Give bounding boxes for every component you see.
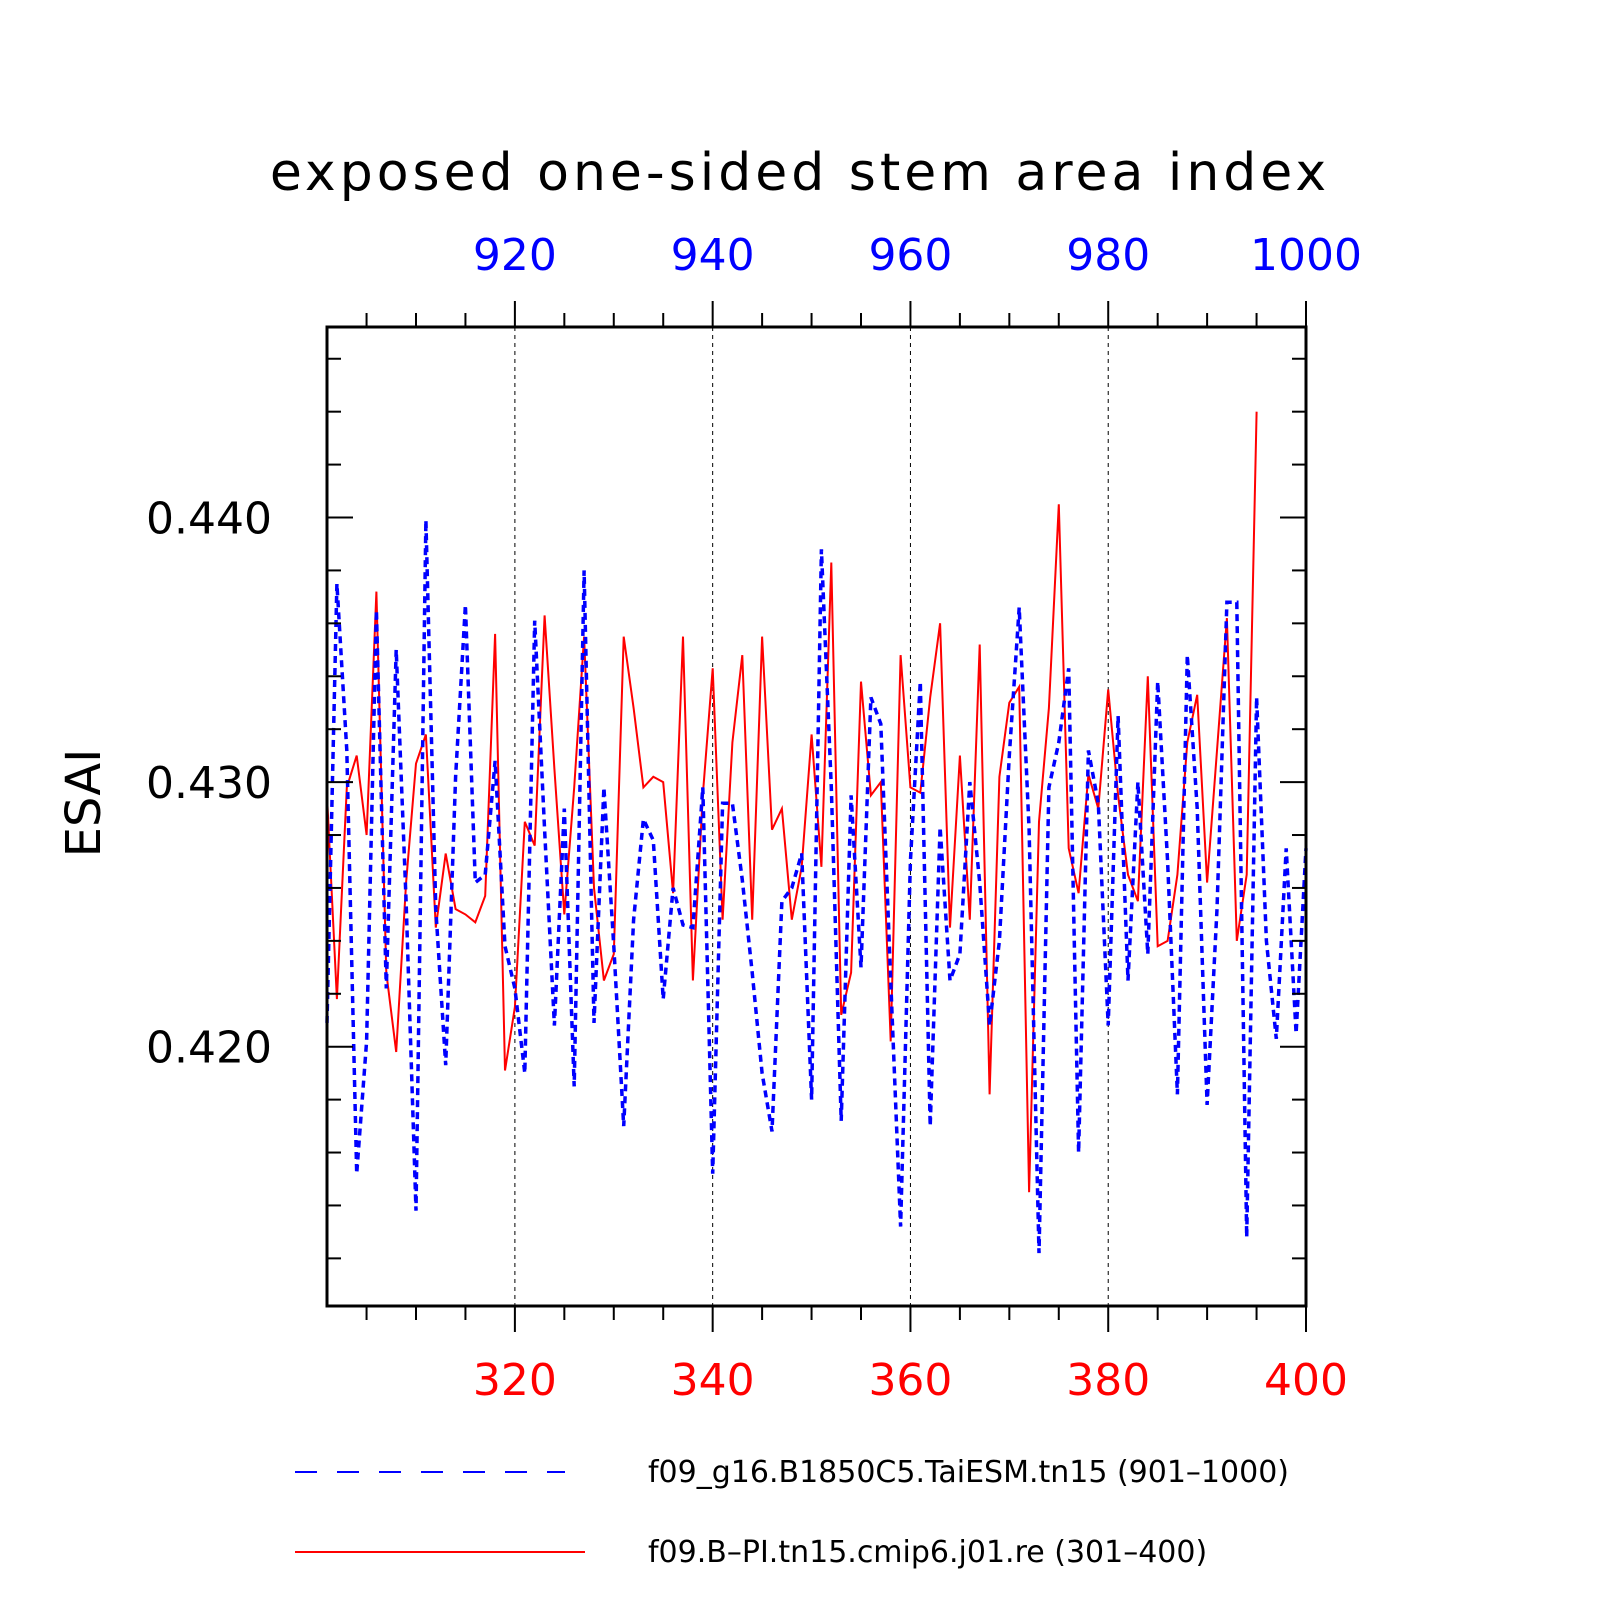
y-axis-label: ESAI: [56, 749, 112, 858]
legend-label-cmip6: f09.B–PI.tn15.cmip6.j01.re (301–400): [648, 1535, 1207, 1570]
top-tick-label-980: 980: [1066, 230, 1150, 281]
y-tick-label-0.430: 0.430: [146, 758, 272, 809]
bottom-tick-label-380: 380: [1066, 1355, 1150, 1406]
axes: [325, 301, 1308, 1332]
y-tick-label-0.440: 0.440: [146, 494, 272, 545]
series-line-taiesm: [325, 520, 1308, 1254]
chart-title: exposed one-sided stem area index: [270, 143, 1330, 203]
legend-label-taiesm: f09_g16.B1850C5.TaiESM.tn15 (901–1000): [648, 1455, 1289, 1490]
top-tick-label-1000: 1000: [1250, 230, 1362, 281]
legend: f09_g16.B1850C5.TaiESM.tn15 (901–1000) f…: [295, 1455, 1289, 1570]
plot-frame: [325, 325, 1308, 1308]
series-group: [325, 411, 1308, 1254]
grid-lines: [514, 327, 1109, 1306]
bottom-tick-label-340: 340: [671, 1355, 755, 1406]
bottom-tick-label-320: 320: [473, 1355, 557, 1406]
top-tick-label-940: 940: [671, 230, 755, 281]
bottom-tick-label-400: 400: [1264, 1355, 1348, 1406]
top-tick-label-920: 920: [473, 230, 557, 281]
series-line-cmip6: [326, 411, 1258, 1193]
y-tick-label-0.420: 0.420: [146, 1023, 272, 1074]
bottom-tick-label-360: 360: [868, 1355, 952, 1406]
top-tick-label-960: 960: [868, 230, 952, 281]
tick-labels: 320 340 360 380 400 920 940 960 980 1000 0.420 0.43…: [146, 230, 1362, 1406]
